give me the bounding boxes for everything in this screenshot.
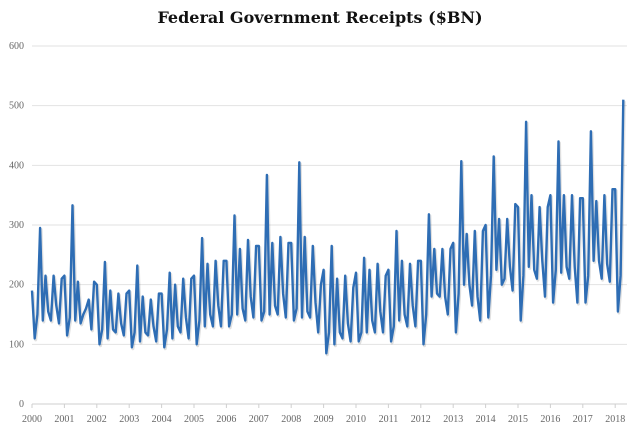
- y-tick-label: 400: [9, 160, 24, 171]
- x-tick-label: 2018: [605, 414, 625, 425]
- x-tick-label: 2010: [346, 414, 366, 425]
- y-tick-label: 200: [9, 280, 24, 291]
- y-tick-label: 0: [19, 399, 24, 410]
- x-tick-label: 2001: [54, 414, 74, 425]
- chart-title: Federal Government Receipts ($BN): [157, 8, 483, 27]
- x-tick-label: 2005: [184, 414, 204, 425]
- y-tick-label: 100: [9, 339, 24, 350]
- series-line: [30, 99, 625, 355]
- y-tick-label: 300: [9, 220, 24, 231]
- x-tick-label: 2013: [443, 414, 463, 425]
- x-tick-label: 2000: [22, 414, 42, 425]
- x-tick-label: 2003: [119, 414, 139, 425]
- x-tick-label: 2017: [573, 414, 593, 425]
- y-tick-label: 600: [9, 41, 24, 52]
- x-tick-label: 2008: [281, 414, 301, 425]
- x-tick-label: 2014: [476, 414, 496, 425]
- x-tick-label: 2004: [152, 414, 172, 425]
- x-tick-label: 2007: [249, 414, 269, 425]
- x-tick-label: 2006: [216, 414, 236, 425]
- x-tick-label: 2016: [540, 414, 560, 425]
- x-tick-label: 2015: [508, 414, 528, 425]
- x-tick-label: 2011: [379, 414, 399, 425]
- x-tick-label: 2002: [87, 414, 107, 425]
- x-tick-label: 2012: [411, 414, 431, 425]
- y-tick-label: 500: [9, 101, 24, 112]
- x-tick-label: 2009: [314, 414, 334, 425]
